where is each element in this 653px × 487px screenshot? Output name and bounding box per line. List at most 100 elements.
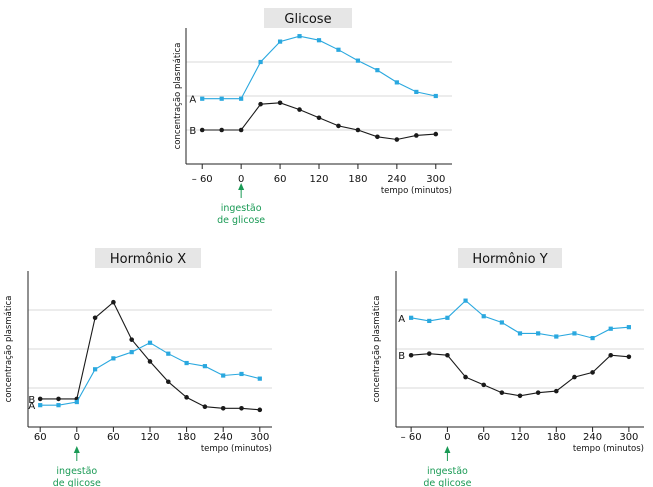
data-point-B bbox=[184, 395, 189, 400]
ingestion-label-line1: ingestão bbox=[427, 466, 468, 477]
data-point-B bbox=[56, 396, 61, 402]
x-tick-label: 60 bbox=[107, 432, 120, 443]
data-point-A bbox=[336, 47, 341, 52]
series-line-B bbox=[202, 102, 436, 141]
data-point-B bbox=[147, 359, 153, 364]
data-point-B bbox=[37, 396, 43, 402]
data-point-A bbox=[202, 364, 207, 369]
chart-title-box bbox=[95, 248, 201, 268]
data-point-B bbox=[394, 137, 400, 142]
data-point-B bbox=[219, 127, 224, 133]
x-tick-label: 0 bbox=[444, 432, 450, 443]
data-point-A bbox=[517, 331, 523, 336]
data-point-A bbox=[608, 326, 613, 331]
data-point-A bbox=[554, 334, 559, 339]
data-point-A bbox=[626, 325, 631, 330]
data-point-B bbox=[297, 107, 302, 112]
data-point-A bbox=[184, 360, 189, 366]
data-point-A bbox=[409, 315, 414, 320]
data-point-A bbox=[394, 80, 399, 85]
data-point-B bbox=[535, 390, 541, 395]
data-point-A bbox=[427, 318, 432, 324]
data-point-B bbox=[129, 337, 134, 342]
chart-title: Glicose bbox=[284, 12, 331, 27]
data-point-A bbox=[147, 340, 153, 345]
data-point-A bbox=[200, 96, 205, 101]
ingestion-arrow-head bbox=[444, 446, 451, 453]
series-line-A bbox=[40, 342, 260, 406]
data-point-B bbox=[166, 379, 171, 385]
data-point-A bbox=[463, 298, 468, 303]
x-tick-label: 300 bbox=[619, 432, 638, 443]
x-tick-label: 180 bbox=[177, 432, 196, 443]
series-line-B bbox=[411, 353, 629, 397]
data-point-B bbox=[239, 405, 244, 411]
x-tick-label: 60 bbox=[477, 432, 490, 443]
ingestion-label-line2: de glicose bbox=[53, 478, 101, 487]
data-point-A bbox=[219, 96, 224, 101]
x-tick-label: 120 bbox=[140, 432, 159, 443]
x-tick-label: – 60 bbox=[401, 432, 422, 443]
data-point-A bbox=[129, 350, 134, 355]
series-label-B: B bbox=[398, 351, 405, 362]
data-point-B bbox=[433, 131, 439, 137]
data-point-A bbox=[297, 34, 302, 39]
data-point-B bbox=[499, 390, 505, 395]
data-point-A bbox=[355, 58, 361, 63]
x-tick-label: 60 bbox=[34, 432, 47, 443]
x-tick-label: – 60 bbox=[192, 174, 213, 185]
data-point-A bbox=[239, 371, 244, 377]
data-point-B bbox=[336, 123, 341, 129]
data-point-B bbox=[199, 127, 205, 133]
data-point-A bbox=[74, 399, 79, 405]
data-point-B bbox=[414, 133, 419, 138]
chart-title-box bbox=[458, 248, 562, 268]
x-tick-label: 240 bbox=[583, 432, 602, 443]
data-point-B bbox=[626, 354, 632, 360]
x-axis-label: tempo (minutos) bbox=[201, 444, 272, 454]
series-label-A: A bbox=[189, 95, 196, 106]
series-label-A: A bbox=[28, 401, 35, 412]
data-point-B bbox=[463, 374, 468, 380]
x-tick-label: 240 bbox=[387, 174, 406, 185]
data-point-A bbox=[433, 93, 438, 99]
data-point-A bbox=[445, 315, 450, 320]
data-point-B bbox=[355, 127, 361, 133]
x-tick-label: 120 bbox=[510, 432, 529, 443]
data-point-A bbox=[414, 89, 419, 95]
data-point-B bbox=[590, 370, 595, 375]
x-tick-label: 300 bbox=[426, 174, 445, 185]
data-point-A bbox=[239, 96, 244, 101]
data-point-A bbox=[257, 376, 262, 381]
y-axis-label: concentração plasmática bbox=[372, 296, 382, 403]
ingestion-label-line1: ingestão bbox=[56, 466, 97, 477]
data-point-B bbox=[572, 374, 577, 380]
data-point-A bbox=[56, 403, 61, 408]
data-point-B bbox=[277, 100, 283, 106]
y-axis-label: concentração plasmática bbox=[173, 43, 183, 150]
data-point-B bbox=[316, 115, 322, 121]
x-tick-label: 180 bbox=[547, 432, 566, 443]
data-point-A bbox=[481, 314, 486, 319]
data-point-A bbox=[258, 59, 263, 65]
chart-title: Hormônio Y bbox=[472, 252, 547, 267]
data-point-B bbox=[202, 404, 208, 410]
data-point-A bbox=[590, 335, 595, 341]
data-point-B bbox=[258, 101, 263, 107]
data-point-A bbox=[38, 403, 43, 408]
chart-title: Hormônio X bbox=[110, 252, 186, 267]
series-label-A: A bbox=[398, 314, 405, 325]
x-axis-label: tempo (minutos) bbox=[573, 444, 644, 454]
data-point-B bbox=[111, 299, 116, 305]
data-point-B bbox=[426, 351, 432, 356]
data-point-B bbox=[375, 134, 380, 140]
data-point-A bbox=[221, 373, 226, 378]
x-tick-label: 60 bbox=[274, 174, 287, 185]
data-point-A bbox=[277, 39, 283, 44]
data-point-A bbox=[166, 351, 171, 356]
data-point-A bbox=[111, 356, 116, 361]
data-point-B bbox=[608, 352, 614, 358]
